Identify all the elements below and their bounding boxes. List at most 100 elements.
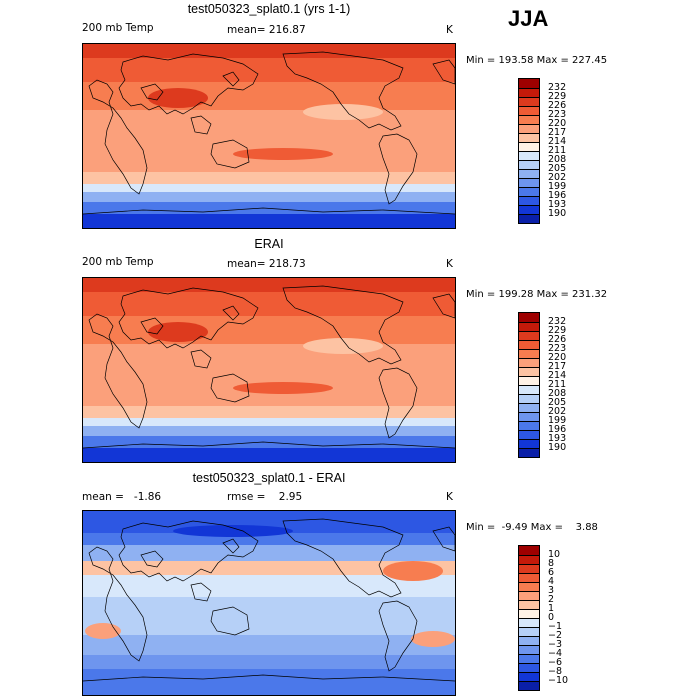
coastline [282,518,404,598]
unit-label: K [446,24,453,36]
coastline [88,79,148,195]
colorbar-tick-label: 208 [548,388,567,399]
colorbar-swatch [519,663,539,672]
contour-band [83,344,455,384]
colorbar-swatch [519,546,539,555]
panel-title: test050323_splat0.1 (yrs 1-1) [187,2,351,16]
contour-region [411,631,455,647]
contour-region [148,322,208,342]
map-canvas [83,511,455,695]
contour-band [83,436,455,448]
contour-band [83,448,455,462]
difference-map [82,510,456,696]
colorbar-tick-label: 193 [548,199,567,210]
contour-band [83,82,455,110]
colorbar-swatch [519,403,539,412]
colorbar-tick-label: 199 [548,415,567,426]
coastline [83,207,455,215]
contour-band [83,406,455,418]
colorbar-swatch [519,627,539,636]
colorbar-swatch [519,151,539,160]
colorbar-tick-label: 196 [548,424,567,435]
colorbar-tick-label: 217 [548,361,567,372]
coastline [190,582,212,602]
coastline [282,285,404,365]
colorbar-swatch [519,609,539,618]
min-max-label: Min = -9.49 Max = 3.88 [466,522,598,533]
colorbar-swatch [519,106,539,115]
contour-band [83,278,455,292]
colorbar-swatch [519,564,539,573]
contour-band [83,597,455,635]
colorbar-swatch [519,142,539,151]
coastline [222,305,240,321]
colorbar-tick-label: −2 [548,630,563,641]
coastline [282,51,404,131]
coastline [118,53,259,115]
colorbar-tick-label: 4 [548,576,555,587]
colorbar-tick-label: 208 [548,154,567,165]
colorbar-swatch [519,340,539,349]
colorbar-swatch [519,178,539,187]
contour-band [83,655,455,669]
coastline [140,317,164,335]
coastline [432,526,455,552]
colorbar-tick-label: 8 [548,558,555,569]
contour-band [83,110,455,150]
colorbar-swatch [519,367,539,376]
coastline [190,349,212,369]
colorbar-swatch [519,214,539,223]
colorbar-tick-label: 202 [548,172,567,183]
colorbar-tick-label: 223 [548,343,567,354]
colorbar-swatch [519,349,539,358]
coastline [140,550,164,568]
coastline [140,83,164,101]
colorbar-swatch [519,618,539,627]
min-max-label: Min = 199.28 Max = 231.32 [466,289,608,300]
colorbar-swatch [519,196,539,205]
coastline [432,293,455,319]
contour-band [83,184,455,192]
colorbar-tick-label: −8 [548,666,563,677]
unit-label: K [446,491,453,503]
colorbar-tick-label: 0 [548,612,555,623]
colorbar-swatch [519,654,539,663]
colorbar-swatch [519,591,539,600]
colorbar-tick-label: 193 [548,433,567,444]
coastline [83,674,455,682]
panel-title: ERAI [254,237,284,251]
colorbar-swatch [519,169,539,178]
contour-band [83,418,455,426]
contour-region [173,525,293,537]
colorbar-swatch [519,394,539,403]
colorbar-tick-label: −3 [548,639,563,650]
field-label: 200 mb Temp [82,256,154,268]
contour-band [83,316,455,344]
colorbar-swatch [519,645,539,654]
colorbar-tick-label: 223 [548,109,567,120]
coastline [210,373,250,403]
contour-band [83,669,455,695]
colorbar-tick-label: 217 [548,127,567,138]
season-label: JJA [508,6,549,31]
field-label: 200 mb Temp [82,22,154,34]
contour-band [83,202,455,214]
colorbar [518,78,540,224]
coastline [378,367,418,439]
contour-band [83,426,455,436]
colorbar-tick-label: 202 [548,406,567,417]
map-canvas [83,278,455,462]
contour-band [83,545,455,561]
contour-band [83,511,455,533]
colorbar-tick-label: 1 [548,603,555,614]
colorbar-swatch [519,97,539,106]
coastline [378,600,418,672]
colorbar-tick-label: 229 [548,91,567,102]
colorbar-swatch [519,385,539,394]
colorbar-tick-label: 190 [548,208,567,219]
contour-region [85,623,121,639]
colorbar-swatch [519,187,539,196]
contour-region [303,338,383,354]
colorbar-swatch [519,672,539,681]
contour-region [233,382,333,394]
